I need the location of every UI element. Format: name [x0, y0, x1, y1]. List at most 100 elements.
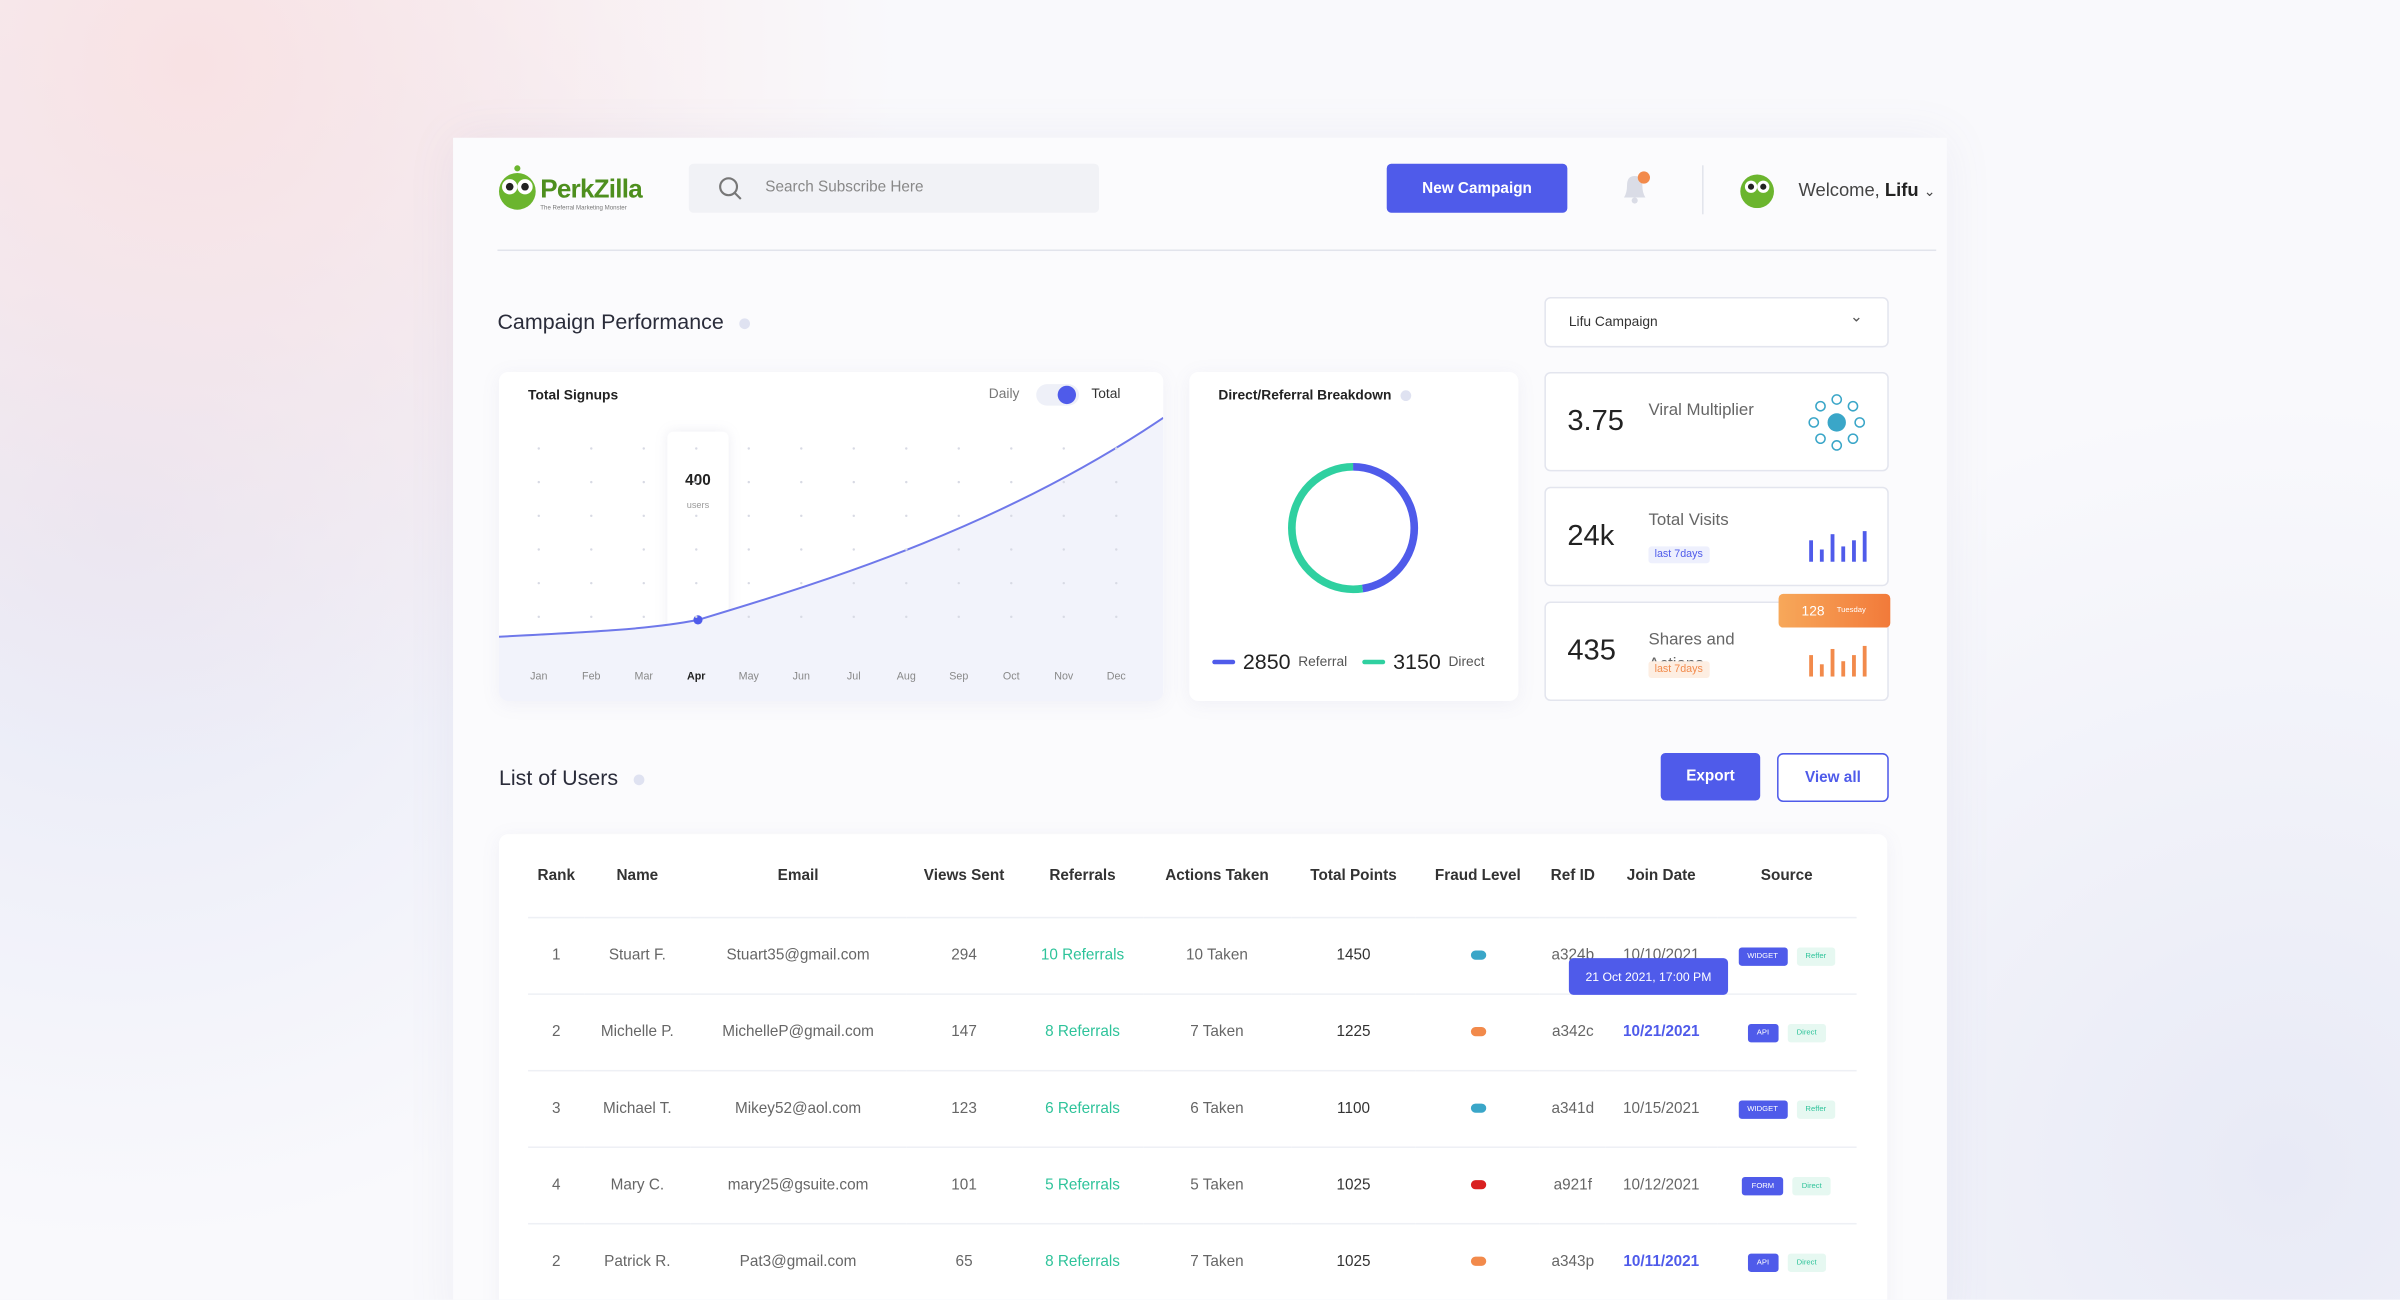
points: 1225	[1336, 1023, 1371, 1041]
email: Stuart35@gmail.com	[726, 947, 870, 965]
grid-dot	[537, 514, 540, 518]
ref-id: a343p	[1551, 1253, 1595, 1271]
grid-dot	[695, 447, 698, 450]
name: Michael T.	[603, 1100, 672, 1118]
cell: 101	[905, 1146, 1023, 1224]
icon-bar	[1862, 645, 1867, 677]
name: Mary C.	[610, 1177, 665, 1194]
new-campaign-button[interactable]: New Campaign	[1386, 163, 1568, 213]
toggle-label[interactable]: Total	[1091, 385, 1121, 402]
grid-dot	[695, 581, 698, 585]
cell: 10/11/2021	[1605, 1222, 1717, 1300]
cell	[1415, 1222, 1540, 1300]
cell	[1415, 993, 1540, 1071]
x-tick-label: Jun	[793, 671, 810, 683]
source-badge: WIDGET	[1738, 947, 1788, 966]
welcome[interactable]: Welcome, Lifu ⌄	[1798, 179, 1936, 201]
notification-bell[interactable]	[1618, 168, 1655, 208]
grid-dot	[1115, 514, 1118, 518]
cell: Pat3@gmail.com	[690, 1222, 906, 1300]
cell: mary25@gsuite.com	[690, 1146, 906, 1224]
toggle[interactable]	[1036, 384, 1080, 406]
actions: 6 Taken	[1190, 1100, 1244, 1118]
source-badge: FORM	[1742, 1177, 1784, 1196]
join-date: 10/11/2021	[1623, 1253, 1700, 1271]
cell: a921f	[1539, 1146, 1606, 1224]
x-tick-label: Feb	[582, 671, 600, 683]
cell: a341d	[1539, 1069, 1606, 1148]
email: Mikey52@aol.com	[734, 1100, 862, 1118]
grid-dot	[1062, 581, 1065, 585]
channel-badge: Reffer	[1796, 1100, 1836, 1119]
fraud-pill	[1470, 1256, 1486, 1266]
cell: 3	[528, 1069, 585, 1148]
cell: API Direct	[1716, 993, 1857, 1071]
grid-dot	[852, 480, 855, 484]
referrals: 8 Referrals	[1045, 1253, 1120, 1271]
grid-dot	[747, 514, 750, 518]
grid-dot	[957, 615, 960, 619]
referrals: 10 Referrals	[1040, 947, 1125, 965]
grid-dot	[905, 447, 908, 450]
grid-dot	[1115, 581, 1118, 585]
fraud-pill	[1470, 1103, 1486, 1113]
cell: 8 Referrals	[1022, 993, 1143, 1071]
grid-dot	[537, 447, 540, 450]
fraud-pill	[1470, 950, 1486, 960]
grid-dot	[800, 480, 803, 484]
tooltip-label: Tuesday	[1836, 606, 1866, 616]
grid-dot	[1062, 548, 1065, 551]
views: 147	[951, 1023, 977, 1041]
cell: 1025	[1291, 1222, 1416, 1300]
stat-icon	[1809, 531, 1867, 562]
grid-dot	[1010, 615, 1013, 619]
legend-swatch	[1212, 658, 1236, 664]
legend-item: 2850 Referral	[1212, 649, 1347, 673]
legend-item: 3150 Direct	[1362, 648, 1484, 674]
section-title: Campaign Performance	[497, 309, 750, 334]
title: List of Users	[498, 765, 619, 790]
cell: 123	[905, 1069, 1023, 1148]
grid-dot	[642, 514, 645, 518]
cell: 10 Referrals	[1022, 916, 1143, 995]
grid-dot	[695, 548, 698, 551]
views: 294	[951, 947, 977, 965]
icon-part	[1815, 400, 1826, 412]
grid-dot	[590, 548, 593, 551]
rank: 2	[552, 1023, 561, 1041]
icon-part	[1831, 394, 1843, 405]
grid-dot	[590, 615, 593, 619]
view-all-button[interactable]: View all	[1777, 753, 1889, 803]
tooltip-value: 128	[1801, 603, 1825, 619]
title: Campaign Performance	[497, 309, 724, 334]
cell: 1100	[1291, 1069, 1416, 1148]
name: Stuart F.	[608, 947, 666, 965]
grid-dot	[905, 514, 908, 518]
avatar[interactable]	[1739, 165, 1776, 209]
export-button[interactable]: Export	[1660, 753, 1761, 801]
column-header: Join Date	[1626, 867, 1696, 884]
legend-value: 3150	[1393, 648, 1441, 674]
icon-bar	[1809, 655, 1814, 677]
rank: 1	[552, 947, 561, 965]
grid-dot	[852, 615, 855, 619]
toggle-label[interactable]: Daily	[988, 385, 1020, 402]
x-tick-label: Jan	[530, 671, 547, 683]
grid-dot	[747, 581, 750, 585]
grid-dot	[800, 447, 803, 450]
stat-label: Total Visits	[1648, 511, 1729, 530]
column-header: Rank	[537, 867, 575, 884]
cell: 1025	[1291, 1146, 1416, 1224]
grid-dot	[957, 548, 960, 551]
column-header: Source	[1760, 867, 1813, 884]
tooltip-unit: users	[687, 500, 710, 510]
icon-part	[1827, 413, 1846, 432]
grid-dot	[695, 480, 698, 484]
email: Pat3@gmail.com	[739, 1253, 857, 1271]
column-header: Actions Taken	[1165, 867, 1269, 884]
user-row: 2 Patrick R. Pat3@gmail.com 65 8 Referrals 7 …	[528, 1222, 1857, 1300]
chevron: ⌄	[1849, 309, 1863, 327]
grid-dot	[957, 447, 960, 450]
campaign-select[interactable]: Lifu Campaign ⌄	[1544, 296, 1889, 348]
search-box[interactable]: Search Subscribe Here	[688, 163, 1099, 213]
